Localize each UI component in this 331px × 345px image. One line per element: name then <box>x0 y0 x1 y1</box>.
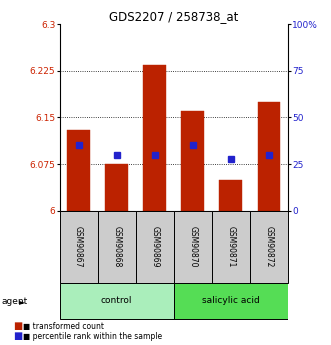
Bar <box>250 211 288 283</box>
Bar <box>143 65 166 211</box>
Bar <box>219 180 242 211</box>
Text: control: control <box>101 296 132 305</box>
Text: GSM90871: GSM90871 <box>226 226 235 268</box>
Bar <box>174 211 212 283</box>
Bar <box>105 164 128 211</box>
Bar <box>60 211 98 283</box>
Bar <box>98 211 136 283</box>
Text: GSM90870: GSM90870 <box>188 226 197 268</box>
Bar <box>258 102 280 211</box>
Title: GDS2207 / 258738_at: GDS2207 / 258738_at <box>109 10 238 23</box>
Bar <box>136 211 174 283</box>
Text: ■ transformed count: ■ transformed count <box>23 322 104 331</box>
Text: GSM90868: GSM90868 <box>112 226 121 268</box>
Text: ■: ■ <box>13 321 23 331</box>
Text: ■ percentile rank within the sample: ■ percentile rank within the sample <box>23 332 162 341</box>
Text: ►: ► <box>19 297 26 306</box>
Text: ■: ■ <box>13 332 23 341</box>
Text: agent: agent <box>2 297 28 306</box>
Text: GSM90872: GSM90872 <box>264 226 273 268</box>
Bar <box>67 130 90 211</box>
Text: GSM90867: GSM90867 <box>74 226 83 268</box>
Bar <box>181 111 204 211</box>
Bar <box>212 211 250 283</box>
Text: salicylic acid: salicylic acid <box>202 296 260 305</box>
Text: GSM90869: GSM90869 <box>150 226 159 268</box>
Bar <box>174 283 288 319</box>
Bar <box>60 283 174 319</box>
